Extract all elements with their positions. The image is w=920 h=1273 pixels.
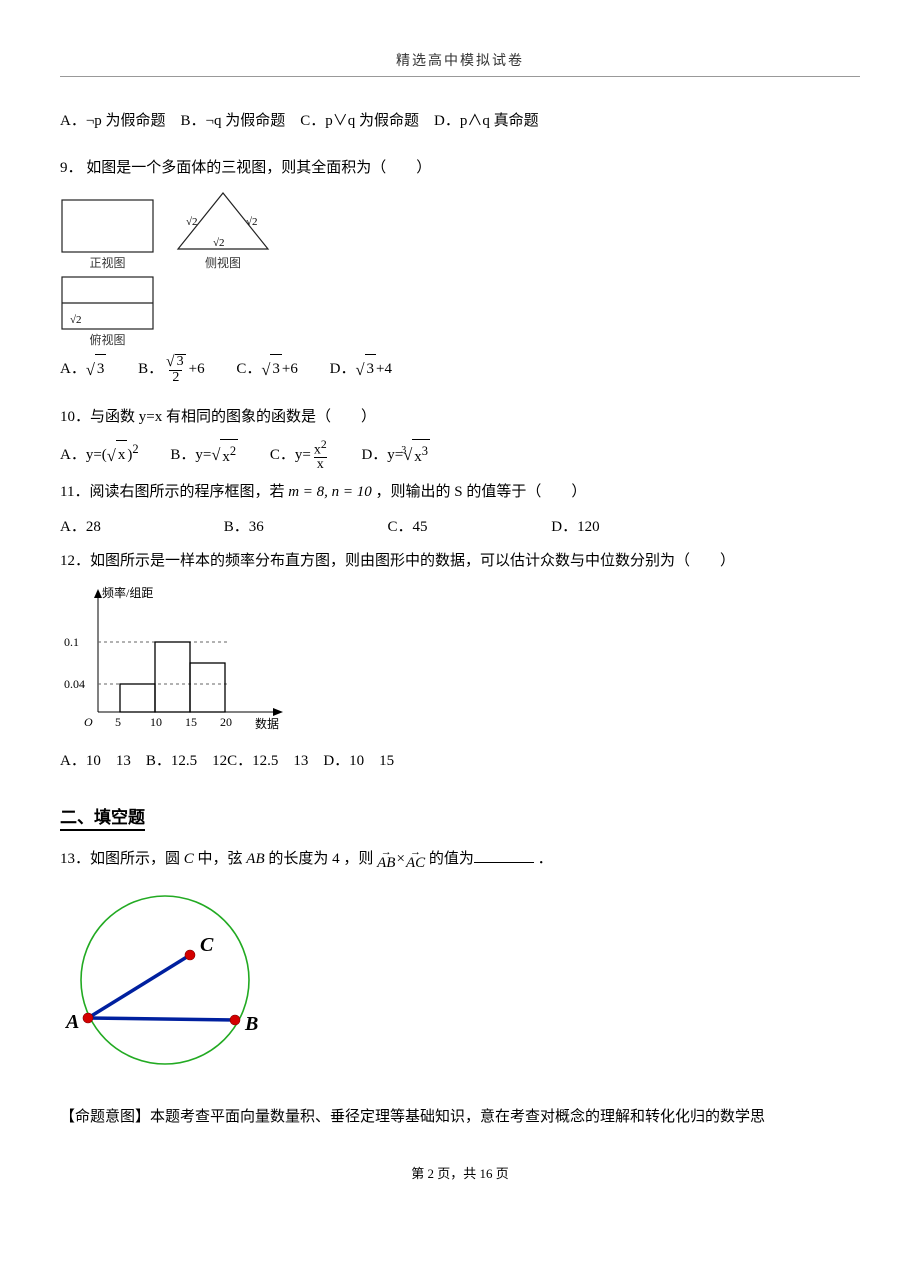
q9-stem: 9． 如图是一个多面体的三视图，则其全面积为（ ） <box>60 154 860 183</box>
q10-options: A．y=(x)2 B．y=x2 C．y=x2x D．y=3x3 <box>60 438 860 472</box>
top-view-label: 俯视图 <box>89 331 125 348</box>
q13-stem: 13．如图所示，圆 C 中，弦 AB 的长度为 4 ，则 →AB×→AC 的值为… <box>60 845 860 874</box>
side-view-label: 侧视图 <box>205 254 241 271</box>
svg-text:√2: √2 <box>70 314 82 326</box>
svg-text:0.1: 0.1 <box>64 635 79 649</box>
q10-stem: 10．与函数 y=x 有相同的图象的函数是（ ） <box>60 403 860 432</box>
svg-text:B: B <box>244 1013 258 1035</box>
svg-text:A: A <box>64 1011 79 1033</box>
svg-text:数据: 数据 <box>255 716 279 731</box>
q13-figure: C A B <box>60 880 860 1085</box>
svg-text:10: 10 <box>150 715 162 729</box>
page-header: 精选高中模拟试卷 <box>60 50 860 77</box>
q12-stem: 12．如图所示是一样本的频率分布直方图，则由图形中的数据，可以估计众数与中位数分… <box>60 547 860 576</box>
analysis-text: 【命题意图】本题考查平面向量数量积、垂径定理等基础知识，意在考查对概念的理解和转… <box>60 1103 860 1132</box>
page-footer: 第 2 页，共 16 页 <box>60 1163 860 1182</box>
svg-text:20: 20 <box>220 715 232 729</box>
svg-text:√2: √2 <box>186 216 198 228</box>
q11-options: A．28 B．36 C．45 D．120 <box>60 513 860 542</box>
svg-text:√2: √2 <box>213 237 225 249</box>
front-view: 正视图 <box>60 198 155 271</box>
q9-three-views: 正视图 √2 √2 √2 侧视图 √2 俯视图 <box>60 188 860 348</box>
svg-text:O: O <box>84 715 93 729</box>
svg-text:5: 5 <box>115 715 121 729</box>
side-view: √2 √2 √2 侧视图 <box>173 188 273 271</box>
svg-text:15: 15 <box>185 715 197 729</box>
section-2-heading: 二、填空题 <box>60 803 145 831</box>
q13-blank <box>474 848 534 863</box>
q11-stem: 11．阅读右图所示的程序框图，若 m = 8, n = 10 ，则输出的 S 的… <box>60 478 860 507</box>
svg-text:C: C <box>200 934 214 956</box>
svg-text:频率/组距: 频率/组距 <box>102 585 153 600</box>
q9-options: A．3 B．32+6 C．3+6 D．3+4 <box>60 354 860 385</box>
top-view: √2 俯视图 <box>60 275 155 348</box>
svg-text:0.04: 0.04 <box>64 677 85 691</box>
q12-options: A．10 13 B．12.5 12C．12.5 13 D．10 15 <box>60 747 860 776</box>
svg-text:√2: √2 <box>246 216 258 228</box>
q12-histogram: 频率/组距数据 O 0.04 0.1 5 10 15 20 <box>60 584 860 739</box>
q8-options: A．¬p 为假命题 B．¬q 为假命题 C．p∨q 为假命题 D．p∧q 真命题 <box>60 107 860 136</box>
front-view-label: 正视图 <box>89 254 125 271</box>
